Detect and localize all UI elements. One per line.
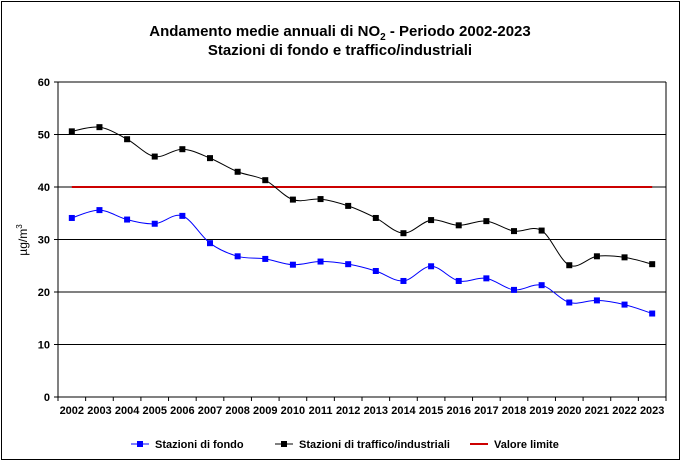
x-tick-label-2017: 2017 (474, 405, 498, 417)
x-tick-label-2018: 2018 (502, 405, 526, 417)
y-tick-label-60: 60 (38, 77, 50, 89)
data-point-stazioni-di-fondo-2016 (455, 277, 462, 284)
x-tick-labels: 2002 2003 2004 2005 2006 2007 2008 2009 2010 2011… (60, 405, 665, 417)
data-point-stazioni-di-fondo-2008 (234, 253, 241, 260)
x-tick-label-2014: 2014 (391, 405, 416, 417)
x-tick-label-2003: 2003 (87, 405, 111, 417)
x-tick-label-2019: 2019 (529, 405, 553, 417)
data-point-stazioni-di-fondo-2004 (124, 216, 131, 223)
x-tick-label-2023: 2023 (640, 405, 664, 417)
x-tick-label-2015: 2015 (419, 405, 443, 417)
data-point-stazioni-di-fondo-2015 (428, 263, 435, 270)
data-point-stazioni-di-traffico-industriali-2007 (207, 155, 213, 162)
legend-marker-stazioni-di-traffico-industriali (281, 441, 287, 447)
y-axis-label: µg/m3 (15, 224, 30, 256)
x-tick-label-2010: 2010 (281, 405, 305, 417)
y-tick-label-20: 20 (38, 287, 50, 299)
data-point-stazioni-di-fondo-2003 (96, 207, 103, 214)
data-point-stazioni-di-fondo-2023 (649, 310, 656, 317)
y-tick-label-0: 0 (44, 392, 50, 404)
data-point-stazioni-di-traffico-industriali-2002 (68, 128, 75, 135)
legend-label-valore-limite: Valore limite (494, 439, 559, 451)
data-point-stazioni-di-fondo-2007 (207, 240, 213, 247)
data-point-stazioni-di-traffico-industriali-2005 (151, 153, 158, 160)
y-tick-label-50: 50 (38, 130, 50, 142)
x-tick-label-2004: 2004 (115, 405, 140, 417)
x-tick-label-2008: 2008 (225, 405, 249, 417)
data-point-stazioni-di-traffico-industriali-2012 (345, 202, 352, 209)
series (68, 124, 656, 317)
data-point-stazioni-di-traffico-industriali-2014 (400, 230, 407, 237)
series-line-stazioni-di-fondo (71, 209, 653, 315)
data-point-stazioni-di-fondo-2022 (621, 301, 628, 308)
axes (54, 81, 667, 401)
legend-label-stazioni-di-traffico-industriali: Stazioni di traffico/industriali (299, 439, 450, 451)
data-point-stazioni-di-traffico-industriali-2022 (621, 254, 628, 261)
x-tick-label-2020: 2020 (557, 405, 581, 417)
data-point-stazioni-di-traffico-industriali-2010 (289, 196, 296, 203)
data-point-stazioni-di-traffico-industriali-2018 (511, 228, 517, 235)
data-point-stazioni-di-traffico-industriali-2009 (262, 177, 269, 184)
x-tick-label-2012: 2012 (336, 405, 360, 417)
data-point-stazioni-di-traffico-industriali-2006 (179, 146, 186, 153)
x-tick-label-2005: 2005 (142, 405, 166, 417)
data-point-stazioni-di-fondo-2009 (262, 255, 269, 262)
chart-title-line2: Stazioni di fondo e traffico/industriali (208, 42, 472, 59)
gridlines (58, 81, 666, 345)
data-point-stazioni-di-fondo-2011 (317, 258, 324, 265)
y-tick-label-10: 10 (38, 340, 50, 352)
x-tick-label-2011: 2011 (309, 405, 333, 417)
data-point-stazioni-di-traffico-industriali-2003 (96, 124, 103, 131)
chart-title-line1: Andamento medie annuali di NO2 - Periodo… (149, 23, 531, 43)
y-tick-label-40: 40 (38, 182, 50, 194)
data-point-stazioni-di-traffico-industriali-2015 (428, 217, 435, 224)
series-line-stazioni-di-traffico-industriali (71, 126, 653, 267)
x-tick-label-2009: 2009 (253, 405, 277, 417)
data-point-stazioni-di-traffico-industriali-2023 (649, 261, 656, 268)
data-point-stazioni-di-traffico-industriali-2004 (124, 136, 131, 143)
data-point-stazioni-di-traffico-industriali-2008 (234, 168, 241, 175)
data-point-stazioni-di-fondo-2018 (511, 286, 517, 293)
legend-marker-stazioni-di-fondo (137, 441, 143, 447)
data-point-stazioni-di-traffico-industriali-2011 (317, 196, 324, 203)
data-point-stazioni-di-traffico-industriali-2020 (566, 262, 573, 269)
data-point-stazioni-di-fondo-2005 (151, 220, 158, 227)
y-tick-label-30: 30 (38, 235, 50, 247)
x-tick-label-2021: 2021 (585, 405, 609, 417)
data-point-stazioni-di-fondo-2012 (345, 261, 352, 268)
x-tick-label-2016: 2016 (446, 405, 470, 417)
data-point-stazioni-di-traffico-industriali-2013 (372, 214, 379, 221)
data-point-stazioni-di-fondo-2020 (566, 299, 573, 306)
data-point-stazioni-di-traffico-industriali-2019 (538, 227, 545, 234)
data-point-stazioni-di-fondo-2017 (483, 275, 490, 282)
data-point-stazioni-di-fondo-2006 (179, 212, 186, 219)
x-tick-label-2013: 2013 (364, 405, 388, 417)
data-point-stazioni-di-fondo-2021 (593, 297, 600, 304)
legend: Stazioni di fondo Stazioni di traffico/in… (131, 439, 559, 451)
legend-label-stazioni-di-fondo: Stazioni di fondo (155, 439, 244, 451)
y-tick-labels: 0 10 20 30 40 50 60 (38, 77, 50, 404)
x-tick-label-2007: 2007 (198, 405, 222, 417)
data-point-stazioni-di-fondo-2019 (538, 282, 545, 289)
data-point-stazioni-di-traffico-industriali-2016 (455, 222, 462, 229)
data-point-stazioni-di-fondo-2002 (68, 214, 75, 221)
data-point-stazioni-di-traffico-industriali-2017 (483, 218, 490, 225)
x-tick-label-2006: 2006 (170, 405, 194, 417)
data-point-stazioni-di-fondo-2014 (400, 277, 407, 284)
data-point-stazioni-di-traffico-industriali-2021 (593, 253, 600, 260)
data-point-stazioni-di-fondo-2013 (372, 268, 379, 274)
data-point-stazioni-di-fondo-2010 (289, 261, 296, 268)
x-tick-label-2002: 2002 (60, 405, 84, 417)
x-tick-label-2022: 2022 (612, 405, 636, 417)
